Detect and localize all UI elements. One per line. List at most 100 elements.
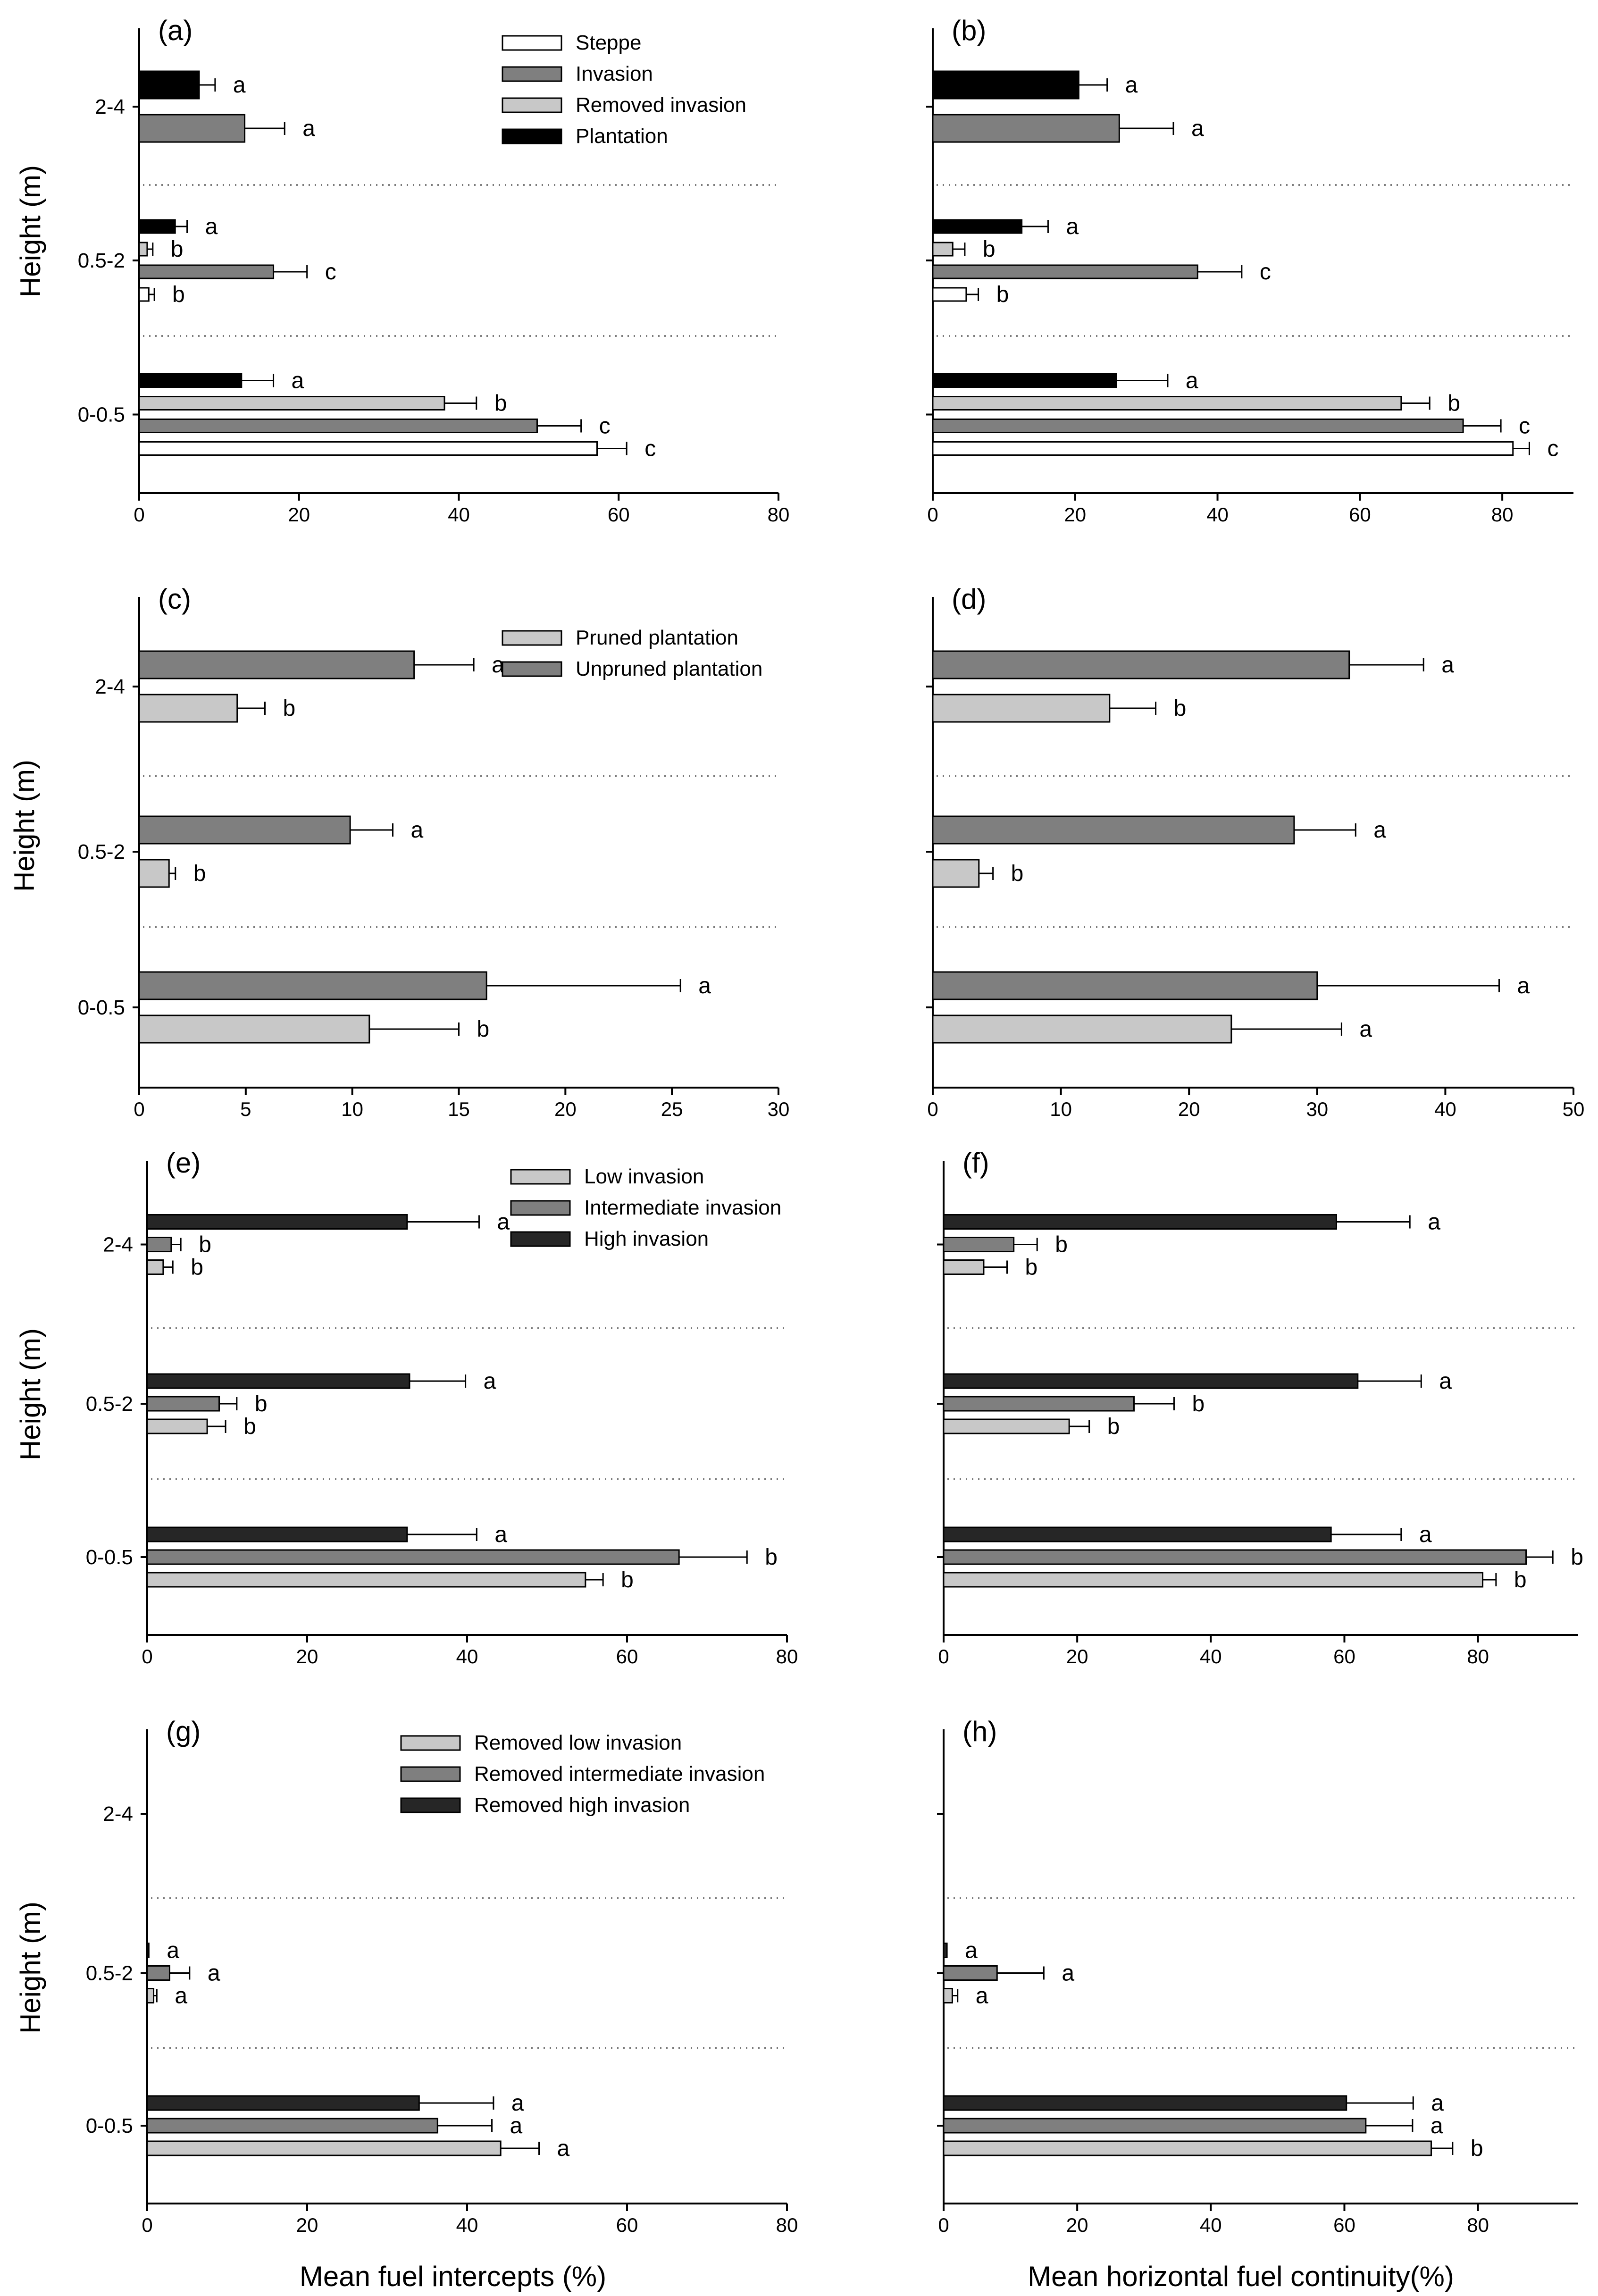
significance-letter: b: [283, 696, 295, 721]
panel-label: (h): [962, 1716, 997, 1747]
bar: [932, 70, 1079, 100]
y-tick-label: 0-0.5: [78, 403, 125, 427]
significance-letter: b: [1514, 1567, 1527, 1592]
bar: [146, 1965, 170, 1981]
panels-layer: (a)0 20 40 60 802-4aa0.5-2abcb0-0.5abccStepp…: [78, 15, 1585, 2236]
bar: [932, 815, 1295, 845]
significance-letter: b: [1011, 861, 1024, 886]
significance-letter: b: [171, 237, 184, 262]
significance-letter: b: [765, 1545, 778, 1570]
significance-letter: b: [983, 237, 996, 262]
x-tick-label: 20: [1066, 1645, 1088, 1668]
significance-letter: a: [208, 1961, 220, 1986]
bar: [943, 1396, 1135, 1412]
panel-label: (a): [158, 15, 192, 46]
significance-letter: a: [1359, 1017, 1372, 1042]
significance-letter: a: [1428, 1210, 1440, 1235]
significance-letter: b: [1107, 1414, 1120, 1439]
legend-swatch: [502, 97, 562, 113]
bar: [943, 1237, 1015, 1252]
x-tick-label: 60: [1333, 2214, 1355, 2236]
bar: [146, 1572, 586, 1588]
significance-letter: b: [1571, 1545, 1583, 1570]
bar: [146, 1943, 150, 1958]
significance-letter: c: [325, 260, 336, 285]
significance-letter: a: [410, 818, 423, 843]
panel-label: (c): [158, 583, 191, 615]
x-tick-label: 20: [1066, 2214, 1088, 2236]
x-tick-label: 40: [1200, 2214, 1222, 2236]
panel-c: (c)0 5 10 15 20 25 302-4ab0.5-2ab0-0.5abPruned…: [78, 583, 790, 1120]
significance-letter: a: [1373, 818, 1386, 843]
legend-swatch: [502, 661, 562, 677]
bar: [146, 1418, 208, 1434]
x-tick-label: 40: [1206, 503, 1229, 526]
bar: [138, 242, 148, 257]
bar: [138, 971, 487, 1000]
significance-letter: a: [698, 973, 711, 998]
x-tick-label: 50: [1563, 1098, 1585, 1120]
bar: [932, 396, 1402, 411]
x-tick-label: 0: [134, 1098, 144, 1120]
panel-label: (e): [166, 1147, 201, 1179]
bar: [138, 815, 351, 845]
x-tick-label: 20: [554, 1098, 577, 1120]
x-tick-label: 0: [927, 503, 938, 526]
significance-letter: b: [193, 861, 206, 886]
legend-swatch: [510, 1231, 571, 1247]
bar: [138, 1014, 370, 1044]
significance-letter: b: [494, 391, 507, 416]
legend-swatch: [502, 66, 562, 82]
significance-letter: c: [1519, 414, 1530, 439]
y-tick-label: 2-4: [95, 95, 125, 118]
legend-label: Removed high invasion: [474, 1793, 690, 1817]
x-tick-label: 80: [1467, 1645, 1489, 1668]
legend-swatch: [502, 630, 562, 646]
y-tick-label: 0-0.5: [86, 1546, 133, 1569]
bar: [932, 971, 1318, 1000]
y-axis-title-row-4: Height (m): [15, 1902, 46, 2034]
x-axis-title-right: Mean horizontal fuel continuity(%): [1028, 2261, 1454, 2292]
panel-label: (b): [952, 15, 986, 46]
bar: [138, 114, 246, 143]
panel-label: (f): [962, 1147, 989, 1179]
y-tick-label: 0.5-2: [78, 840, 125, 863]
x-tick-label: 0: [927, 1098, 938, 1120]
significance-letter: b: [1192, 1391, 1205, 1416]
significance-letter: b: [1447, 391, 1460, 416]
bar: [932, 242, 954, 257]
bar: [146, 1526, 408, 1542]
panel-label: (g): [166, 1716, 201, 1747]
bar: [932, 264, 1198, 279]
bar: [146, 2095, 420, 2111]
significance-letter: a: [167, 1938, 179, 1963]
bar: [138, 219, 176, 234]
significance-letter: b: [199, 1232, 211, 1257]
significance-letter: a: [557, 2136, 570, 2161]
legend-label: Removed intermediate invasion: [474, 1762, 765, 1785]
x-tick-label: 20: [1064, 503, 1086, 526]
bar: [943, 1943, 948, 1958]
y-tick-label: 2-4: [95, 675, 125, 698]
bar: [932, 114, 1120, 143]
bar: [146, 1396, 220, 1412]
significance-letter: a: [233, 73, 246, 98]
x-tick-label: 40: [456, 2214, 478, 2236]
significance-letter: a: [1431, 2091, 1444, 2116]
significance-letter: b: [243, 1414, 256, 1439]
y-tick-label: 0.5-2: [86, 1392, 133, 1416]
x-tick-label: 10: [341, 1098, 363, 1120]
significance-letter: a: [175, 1984, 187, 2009]
bar: [943, 2095, 1347, 2111]
bar: [146, 2118, 438, 2134]
significance-letter: b: [255, 1391, 268, 1416]
significance-letter: a: [1431, 2113, 1443, 2138]
significance-letter: b: [172, 282, 185, 307]
bar: [943, 1373, 1359, 1389]
bar: [138, 650, 415, 679]
significance-letter: c: [644, 436, 656, 461]
legend-label: Low invasion: [584, 1165, 704, 1188]
